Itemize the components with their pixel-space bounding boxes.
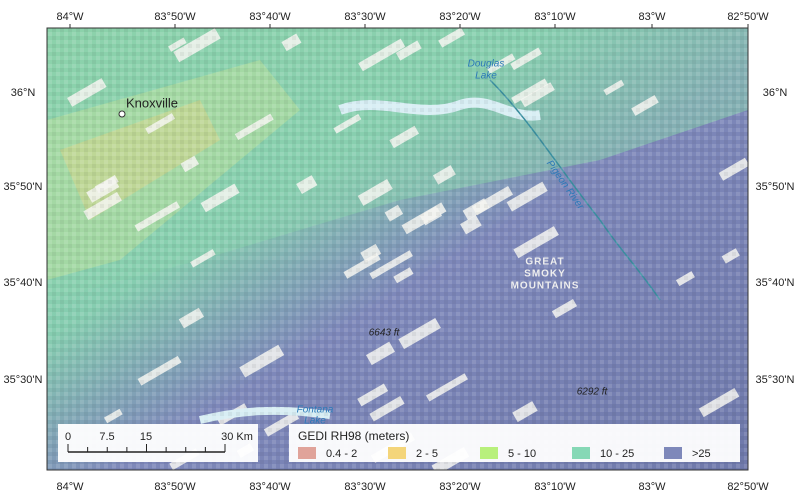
legend-label: >25 <box>692 448 711 460</box>
lake-label: Lake <box>475 71 497 82</box>
peak-label: 6292 ft <box>577 387 609 398</box>
legend-label: 2 - 5 <box>416 448 438 460</box>
legend-swatch <box>388 447 406 459</box>
legend-title: GEDI RH98 (meters) <box>298 429 409 443</box>
lat-label: 35°30'N <box>756 374 795 386</box>
legend: 0.4 - 2 2 - 5 5 - 10 10 - 25 >25 <box>298 447 711 460</box>
lake-label: Fontana <box>297 405 334 416</box>
legend-label: 5 - 10 <box>508 448 536 460</box>
lat-label: 35°40'N <box>756 277 795 289</box>
lon-label: 84°W <box>56 11 84 23</box>
park-label: SMOKY <box>524 269 566 280</box>
lon-label: 83°50'W <box>154 11 196 23</box>
lon-label: 83°20'W <box>439 11 481 23</box>
city-label: Knoxville <box>126 95 178 110</box>
lon-label: 82°50'W <box>727 481 769 493</box>
lake-label: Lake <box>304 416 326 427</box>
city-marker <box>118 110 126 118</box>
lon-label: 83°10'W <box>534 11 576 23</box>
lon-label: 83°W <box>638 11 666 23</box>
scale-ticks: 0 7.5 15 30 Km <box>65 431 253 452</box>
lon-label: 83°50'W <box>154 481 196 493</box>
lon-label: 83°20'W <box>439 481 481 493</box>
park-label: MOUNTAINS <box>511 281 580 292</box>
legend-label: 0.4 - 2 <box>326 448 357 460</box>
map-frame <box>46 27 749 471</box>
lat-label: 35°50'N <box>4 181 43 193</box>
legend-swatch <box>298 447 316 459</box>
scale-label: 7.5 <box>99 431 114 443</box>
lon-label: 83°W <box>638 481 666 493</box>
park-label: GREAT <box>525 257 564 268</box>
lon-label: 83°40'W <box>249 481 291 493</box>
lon-label: 82°50'W <box>727 11 769 23</box>
map-body <box>47 28 748 470</box>
scale-label: 30 Km <box>221 431 253 443</box>
lat-label: 36°N <box>11 87 36 99</box>
legend-swatch <box>480 447 498 459</box>
lat-label: 35°50'N <box>756 181 795 193</box>
lat-label: 35°40'N <box>4 277 43 289</box>
scale-label: 15 <box>140 431 152 443</box>
scale-label: 0 <box>65 431 71 443</box>
lake-label: Douglas <box>468 59 505 70</box>
lon-label: 83°10'W <box>534 481 576 493</box>
lon-label: 83°30'W <box>344 11 386 23</box>
lon-label: 84°W <box>56 481 84 493</box>
scale-bar-box <box>58 424 258 462</box>
pixel-texture <box>47 28 748 470</box>
lat-label: 35°30'N <box>4 374 43 386</box>
legend-label: 10 - 25 <box>600 448 634 460</box>
peak-label: 6643 ft <box>369 328 401 339</box>
legend-swatch <box>664 447 682 459</box>
legend-swatch <box>572 447 590 459</box>
lon-label: 83°40'W <box>249 11 291 23</box>
lon-label: 83°30'W <box>344 481 386 493</box>
lat-label: 36°N <box>763 87 788 99</box>
